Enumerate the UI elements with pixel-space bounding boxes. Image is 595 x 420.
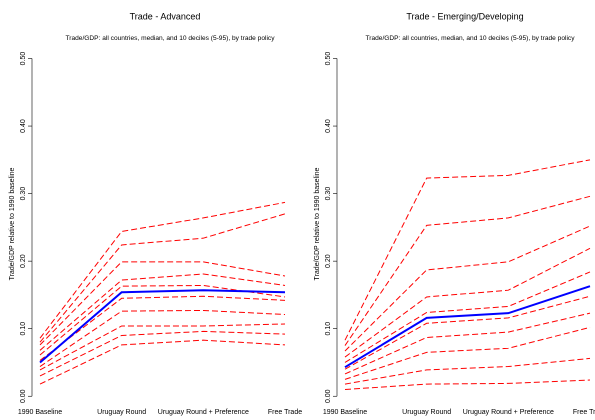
decile-line <box>344 247 591 358</box>
y-tick-label: 0.40 <box>20 119 27 133</box>
decile-line <box>39 213 286 343</box>
decile-line <box>344 379 591 390</box>
decile-line <box>344 225 591 352</box>
y-tick-label: 0.50 <box>325 52 332 66</box>
decile-line <box>39 273 286 351</box>
y-tick-label: 0.40 <box>325 119 332 133</box>
x-tick-label: Free Trade <box>573 409 595 416</box>
decile-line <box>39 330 286 377</box>
y-tick-label: 0.30 <box>325 187 332 201</box>
decile-line <box>39 295 286 361</box>
x-tick-label: 1990 Baseline <box>18 409 62 416</box>
decile-line <box>39 201 286 339</box>
decile-line <box>344 271 591 363</box>
median-line <box>344 285 591 369</box>
y-tick-label: 0.20 <box>325 254 332 268</box>
x-tick-label: Uruguay Round + Preference <box>158 409 249 416</box>
x-tick-label: 1990 Baseline <box>323 409 367 416</box>
y-tick-label: 0.00 <box>20 389 27 403</box>
decile-line <box>39 309 286 367</box>
chart-title: Trade - Emerging/Developing <box>406 11 523 21</box>
y-tick-label: 0.50 <box>20 52 27 66</box>
decile-line <box>344 326 591 380</box>
y-axis-label: Trade/GDP relative to 1990 baseline <box>314 167 321 280</box>
y-tick-label: 0.10 <box>20 322 27 336</box>
y-tick-label: 0.20 <box>20 254 27 268</box>
x-tick-label: Free Trade <box>268 409 302 416</box>
chart-title: Trade - Advanced <box>130 11 201 21</box>
y-tick-label: 0.30 <box>20 187 27 201</box>
y-axis-label: Trade/GDP relative to 1990 baseline <box>9 167 16 280</box>
chart-subtitle: Trade/GDP: all countries, median, and 10… <box>65 35 275 42</box>
decile-line <box>344 195 591 346</box>
decile-line <box>344 295 591 370</box>
x-tick-label: Uruguay Round <box>402 409 451 416</box>
decile-line <box>39 323 286 371</box>
y-tick-label: 0.10 <box>325 322 332 336</box>
decile-line <box>39 339 286 385</box>
x-tick-label: Uruguay Round <box>97 409 146 416</box>
chart-subtitle: Trade/GDP: all countries, median, and 10… <box>365 35 575 42</box>
decile-line <box>344 159 591 341</box>
decile-line <box>344 357 591 385</box>
decile-line <box>39 284 286 356</box>
decile-line <box>39 261 286 346</box>
median-line <box>39 289 286 364</box>
x-tick-label: Uruguay Round + Preference <box>463 409 554 416</box>
decile-line <box>344 312 591 375</box>
y-tick-label: 0.00 <box>325 389 332 403</box>
